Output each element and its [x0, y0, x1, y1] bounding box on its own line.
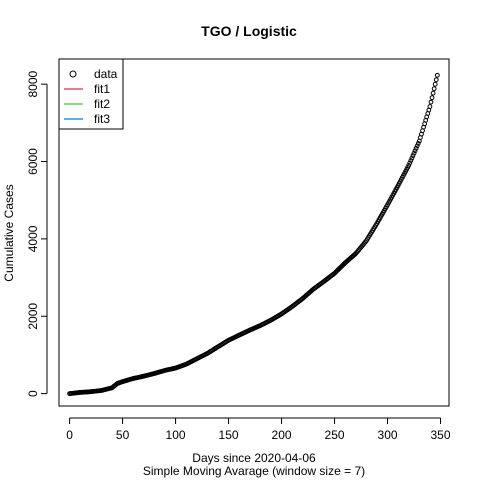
y-tick-label: 6000 [26, 148, 40, 175]
legend-symbol-data [69, 70, 77, 78]
legend-label-data: data [94, 67, 118, 81]
chart-title: TGO / Logistic [201, 23, 297, 39]
x-tick-label: 50 [116, 428, 130, 442]
legend-label-fit1: fit1 [94, 82, 110, 96]
data-point [430, 90, 436, 96]
data-point [427, 104, 433, 109]
x-tick-label: 200 [272, 428, 292, 442]
plot-frame [58, 58, 450, 407]
x-tick-label: 300 [378, 428, 398, 442]
data-point [415, 141, 421, 146]
y-tick-label: 0 [26, 390, 40, 397]
y-axis-label: Cumulative Cases [2, 184, 16, 281]
data-point [410, 153, 416, 159]
y-tick-label: 2000 [26, 303, 40, 330]
y-tick-label: 4000 [26, 225, 40, 252]
x-axis: 0 50 100 150 200 250 300 350 [66, 417, 451, 442]
x-tick-label: 150 [219, 428, 239, 442]
x-tick-label: 350 [431, 428, 451, 442]
data-point [412, 148, 418, 154]
data-point [406, 162, 412, 168]
data-point [434, 72, 440, 78]
data-point [413, 145, 419, 151]
data-point [407, 160, 413, 166]
data-point [432, 81, 438, 87]
legend-box [58, 58, 124, 130]
x-axis-label: Days since 2020-04-06 [192, 451, 316, 465]
data-point [428, 99, 434, 105]
legend-label-fit2: fit2 [94, 97, 110, 111]
data-point [411, 150, 417, 156]
x-tick-label: 100 [166, 428, 186, 442]
data-point [414, 143, 420, 149]
data-point [433, 77, 439, 83]
data-series [67, 72, 440, 397]
legend: data fit1 fit2 fit3 [58, 58, 124, 130]
y-axis: 0 2000 4000 6000 8000 [26, 70, 48, 397]
chart-subtitle: Simple Moving Avarage (window size = 7) [143, 464, 365, 478]
data-point [429, 95, 435, 101]
legend-label-fit3: fit3 [94, 112, 110, 126]
data-point [431, 86, 437, 92]
y-tick-label: 8000 [26, 70, 40, 97]
x-tick-label: 250 [325, 428, 345, 442]
data-point [409, 155, 415, 161]
data-point [408, 158, 414, 163]
plot-area: 0 50 100 150 200 250 300 350 0 2000 4000 6000 8000 [26, 58, 451, 442]
x-tick-label: 0 [66, 428, 73, 442]
